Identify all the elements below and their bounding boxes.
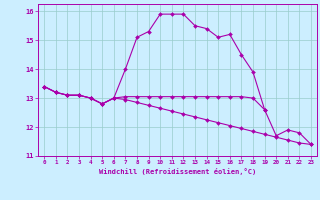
X-axis label: Windchill (Refroidissement éolien,°C): Windchill (Refroidissement éolien,°C) [99, 168, 256, 175]
